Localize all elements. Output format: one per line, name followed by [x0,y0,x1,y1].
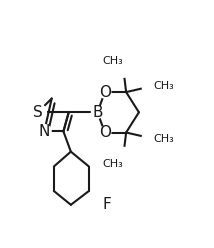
Text: B: B [92,105,103,120]
Circle shape [91,106,103,118]
Text: CH₃: CH₃ [102,56,123,65]
Text: CH₃: CH₃ [154,81,175,91]
Circle shape [111,147,135,171]
Text: CH₃: CH₃ [102,159,123,169]
Circle shape [142,74,165,97]
Text: O: O [99,125,111,140]
Text: O: O [99,85,111,100]
Circle shape [29,104,46,121]
Text: S: S [33,105,43,120]
Text: CH₃: CH₃ [154,134,175,144]
Circle shape [99,126,111,138]
Circle shape [142,127,165,151]
Text: N: N [39,124,50,139]
Circle shape [111,54,135,77]
Text: F: F [103,197,111,212]
Circle shape [102,199,112,210]
Circle shape [99,86,111,98]
Circle shape [37,125,51,138]
